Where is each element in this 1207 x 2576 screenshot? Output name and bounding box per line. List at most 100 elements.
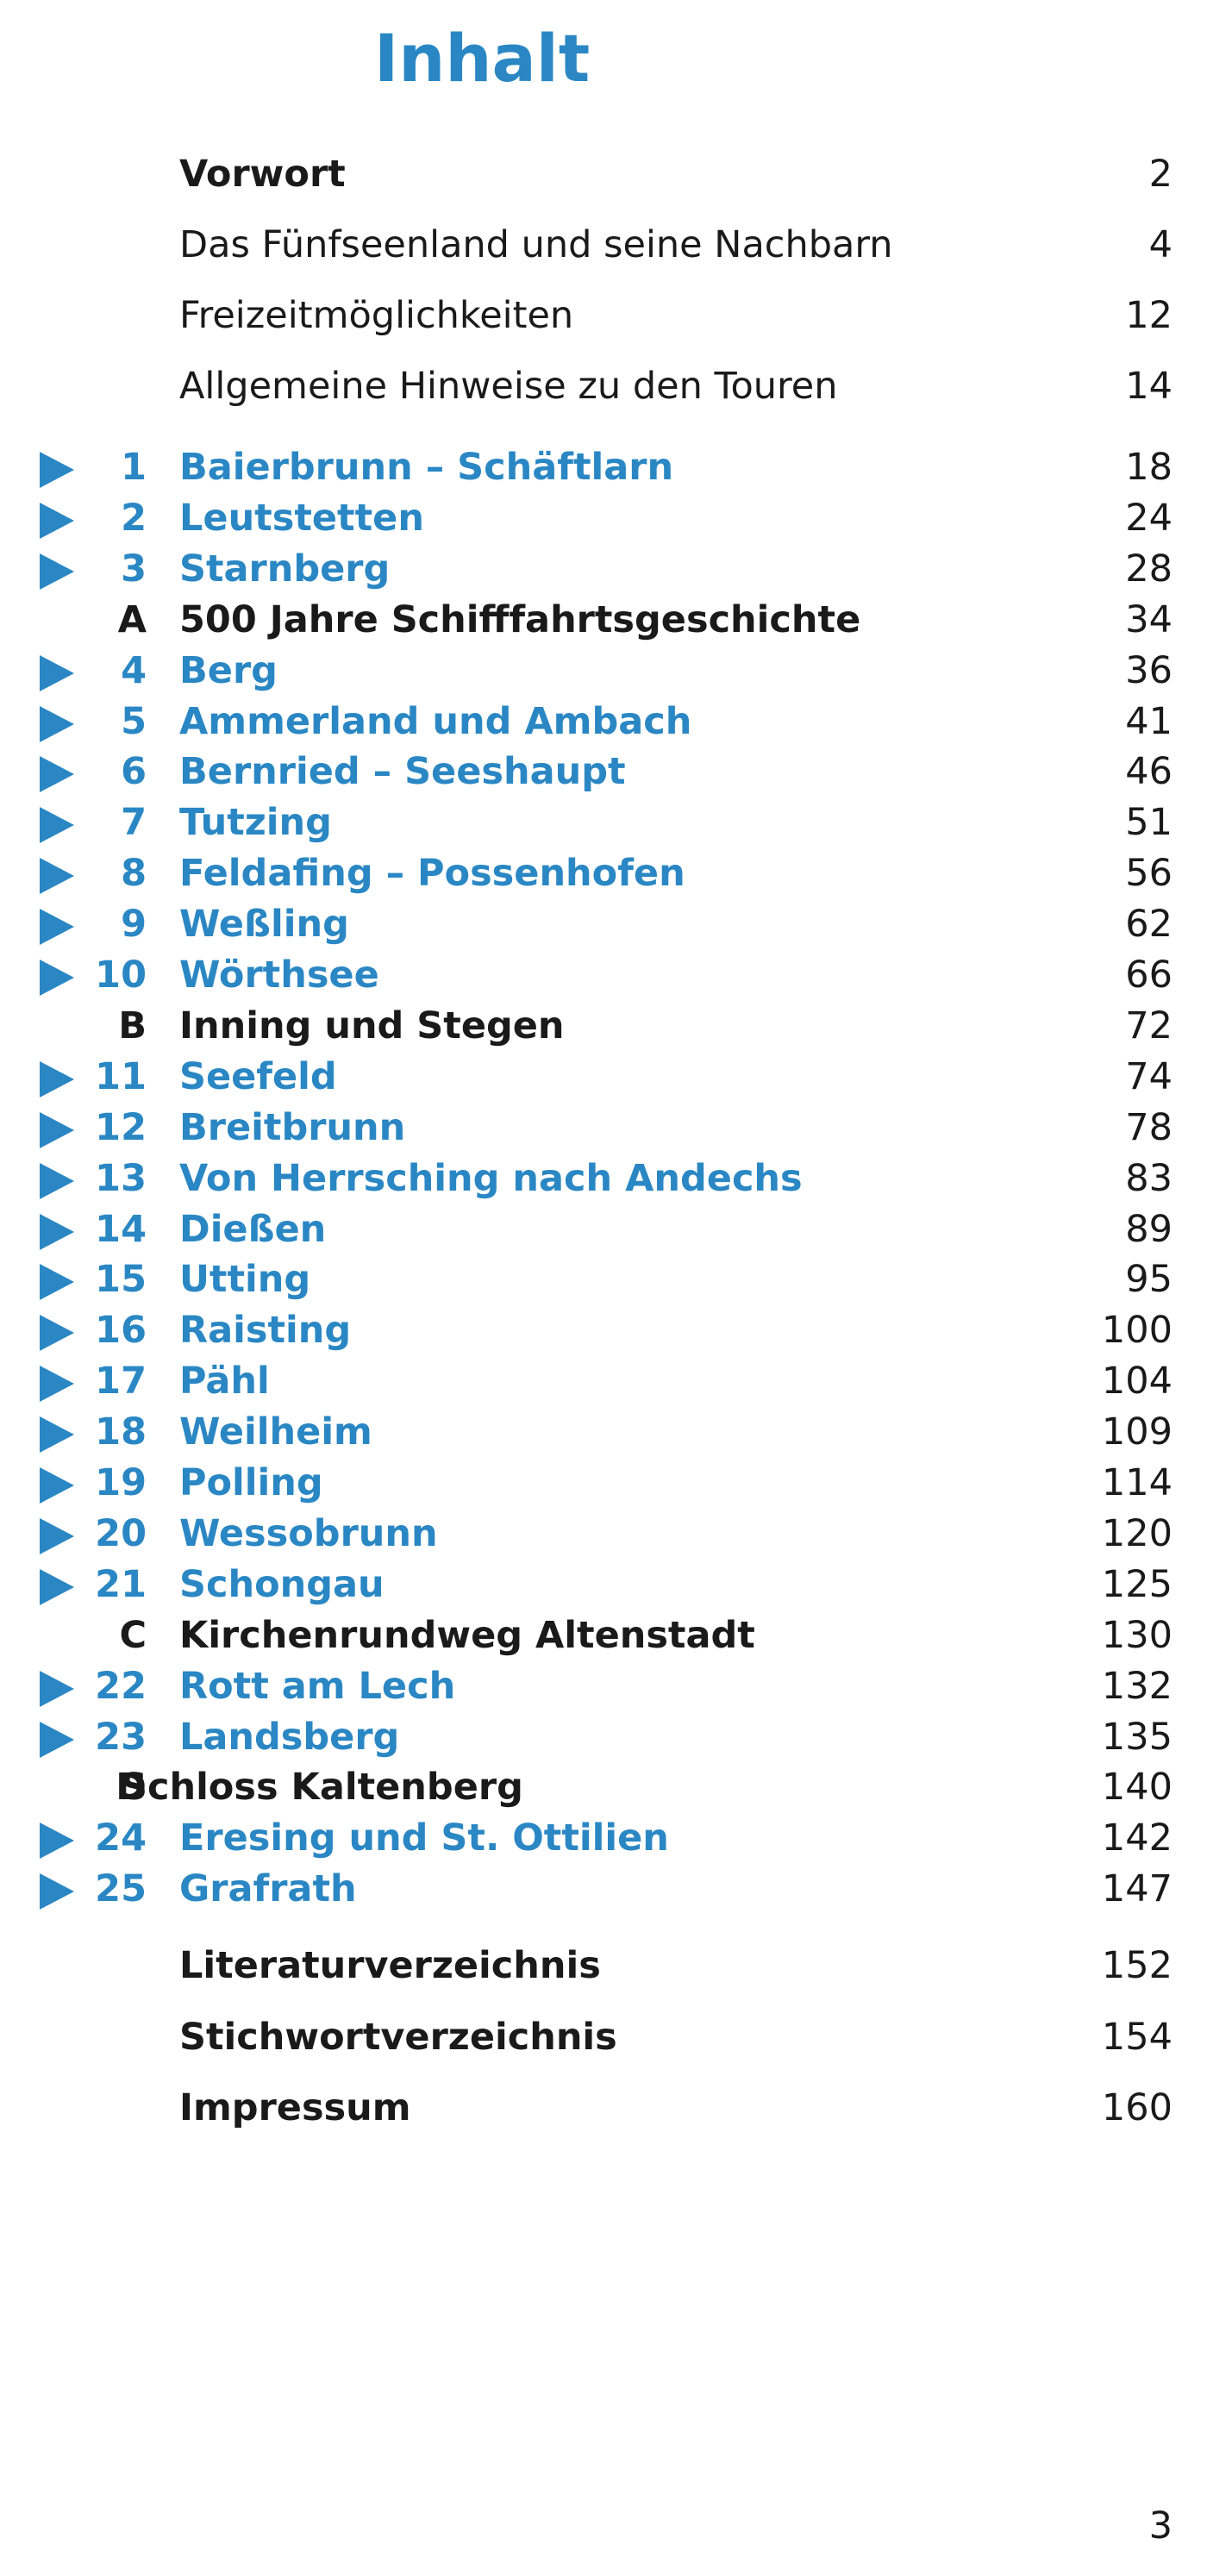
- entry-page-number: 72: [1125, 1004, 1173, 1047]
- entry-page-number: 104: [1101, 1360, 1173, 1403]
- entry-title: Inning und Stegen: [179, 1004, 565, 1047]
- toc-front-entry[interactable]: Das Fünfseenland und seine Nachbarn 4: [0, 219, 1207, 271]
- tour-number: 16: [95, 1309, 147, 1352]
- tour-number: 11: [95, 1055, 147, 1098]
- entry-title: Impressum: [179, 2086, 411, 2129]
- triangle-arrow-icon: [40, 1163, 74, 1199]
- entry-title: Tutzing: [179, 801, 332, 844]
- triangle-arrow-icon: [40, 1873, 74, 1910]
- entry-title: Schongau: [179, 1563, 385, 1606]
- tour-entry[interactable]: 20 Wessobrunn 120: [0, 1508, 1207, 1560]
- entry-page-number: 109: [1101, 1410, 1173, 1454]
- tour-entry[interactable]: 19 Polling 114: [0, 1457, 1207, 1509]
- triangle-arrow-icon: [40, 1416, 74, 1453]
- tour-entry[interactable]: 25 Grafrath 147: [0, 1863, 1207, 1915]
- entry-page-number: 28: [1125, 547, 1173, 591]
- tour-entry[interactable]: 24 Eresing und St. Ottilien 142: [0, 1812, 1207, 1864]
- entry-page-number: 12: [1125, 294, 1173, 337]
- tour-entry[interactable]: 22 Rott am Lech 132: [0, 1660, 1207, 1712]
- entry-page-number: 74: [1125, 1055, 1173, 1098]
- entry-title: Pähl: [179, 1360, 270, 1403]
- extra-entry[interactable]: C Kirchenrundweg Altenstadt 130: [0, 1610, 1207, 1661]
- tour-entry[interactable]: 12 Breitbrunn 78: [0, 1102, 1207, 1154]
- tour-entry[interactable]: 23 Landsberg 135: [0, 1711, 1207, 1763]
- tour-number: 7: [121, 801, 147, 844]
- entry-page-number: 160: [1101, 2086, 1173, 2129]
- entry-title: Wörthsee: [179, 953, 379, 997]
- tour-number: 6: [121, 750, 147, 793]
- extra-letter: D: [116, 1766, 147, 1809]
- entry-title: Weilheim: [179, 1410, 372, 1454]
- triangle-arrow-icon: [40, 1214, 74, 1250]
- tour-entry[interactable]: 5 Ammerland und Ambach 41: [0, 696, 1207, 747]
- tour-entry[interactable]: 9 Weßling 62: [0, 898, 1207, 950]
- entry-page-number: 114: [1101, 1461, 1173, 1504]
- entry-title: Stichwortverzeichnis: [179, 2016, 617, 2059]
- tour-entry[interactable]: 7 Tutzing 51: [0, 797, 1207, 848]
- entry-title: Von Herrsching nach Andechs: [179, 1157, 803, 1200]
- tour-number: 12: [95, 1106, 147, 1149]
- entry-page-number: 147: [1101, 1867, 1173, 1910]
- toc-front-entry[interactable]: Freizeitmöglichkeiten 12: [0, 290, 1207, 341]
- entry-title: Leutstetten: [179, 497, 424, 540]
- tour-entry[interactable]: 18 Weilheim 109: [0, 1406, 1207, 1458]
- tour-number: 17: [95, 1360, 147, 1403]
- entry-title: Baierbrunn – Schäftlarn: [179, 446, 674, 489]
- toc-back-entry[interactable]: Impressum 160: [0, 2082, 1207, 2134]
- toc-front-entry[interactable]: Vorwort 2: [0, 148, 1207, 200]
- tour-number: 1: [121, 446, 147, 489]
- triangle-arrow-icon: [40, 1315, 74, 1351]
- tour-entry[interactable]: 14 Dießen 89: [0, 1204, 1207, 1255]
- tour-entry[interactable]: 3 Starnberg 28: [0, 543, 1207, 595]
- tour-entry[interactable]: 2 Leutstetten 24: [0, 492, 1207, 544]
- entry-page-number: 34: [1125, 598, 1173, 641]
- entry-title: Starnberg: [179, 547, 391, 591]
- tour-entry[interactable]: 21 Schongau 125: [0, 1559, 1207, 1610]
- entry-title: Utting: [179, 1258, 311, 1301]
- entry-page-number: 46: [1125, 750, 1173, 793]
- page-number: 3: [1148, 2504, 1173, 2548]
- tour-number: 18: [95, 1410, 147, 1454]
- entry-page-number: 62: [1125, 903, 1173, 946]
- tour-entry[interactable]: 6 Bernried – Seeshaupt 46: [0, 746, 1207, 797]
- entry-title: Breitbrunn: [179, 1106, 406, 1149]
- entry-page-number: 56: [1125, 852, 1173, 895]
- extra-entry[interactable]: D Schloss Kaltenberg 140: [0, 1761, 1207, 1813]
- triangle-arrow-icon: [40, 1112, 74, 1148]
- extra-entry[interactable]: B Inning und Stegen 72: [0, 1000, 1207, 1052]
- entry-title: Weßling: [179, 903, 349, 946]
- tour-entry[interactable]: 17 Pähl 104: [0, 1355, 1207, 1407]
- toc-back-entry[interactable]: Stichwortverzeichnis 154: [0, 2011, 1207, 2063]
- tour-entry[interactable]: 4 Berg 36: [0, 645, 1207, 697]
- triangle-arrow-icon: [40, 1823, 74, 1859]
- tour-entry[interactable]: 8 Feldafing – Possenhofen 56: [0, 847, 1207, 899]
- tour-number: 5: [121, 700, 147, 743]
- entry-page-number: 132: [1101, 1665, 1173, 1708]
- toc-front-entry[interactable]: Allgemeine Hinweise zu den Touren 14: [0, 360, 1207, 412]
- entry-page-number: 24: [1125, 497, 1173, 540]
- toc-back-entry[interactable]: Literaturverzeichnis 152: [0, 1940, 1207, 1991]
- tour-entry[interactable]: 1 Baierbrunn – Schäftlarn 18: [0, 441, 1207, 493]
- tour-number: 2: [121, 497, 147, 540]
- triangle-arrow-icon: [40, 1366, 74, 1402]
- triangle-arrow-icon: [40, 1722, 74, 1758]
- page-title: Inhalt: [374, 20, 591, 97]
- triangle-arrow-icon: [40, 1518, 74, 1554]
- tour-entry[interactable]: 16 Raisting 100: [0, 1304, 1207, 1356]
- entry-page-number: 135: [1101, 1716, 1173, 1759]
- tour-entry[interactable]: 15 Utting 95: [0, 1254, 1207, 1305]
- tour-entry[interactable]: 10 Wörthsee 66: [0, 949, 1207, 1001]
- extra-letter: B: [118, 1004, 147, 1047]
- entry-page-number: 140: [1101, 1766, 1173, 1809]
- entry-page-number: 152: [1101, 1944, 1173, 1987]
- tour-entry[interactable]: 11 Seefeld 74: [0, 1051, 1207, 1103]
- tour-entry[interactable]: 13 Von Herrsching nach Andechs 83: [0, 1153, 1207, 1204]
- entry-title: Bernried – Seeshaupt: [179, 750, 626, 793]
- entry-title: Berg: [179, 649, 278, 692]
- entry-page-number: 36: [1125, 649, 1173, 692]
- extra-entry[interactable]: A 500 Jahre Schifffahrtsgeschichte 34: [0, 594, 1207, 646]
- triangle-arrow-icon: [40, 1467, 74, 1504]
- entry-title: Allgemeine Hinweise zu den Touren: [179, 365, 838, 408]
- entry-title: Landsberg: [179, 1716, 400, 1759]
